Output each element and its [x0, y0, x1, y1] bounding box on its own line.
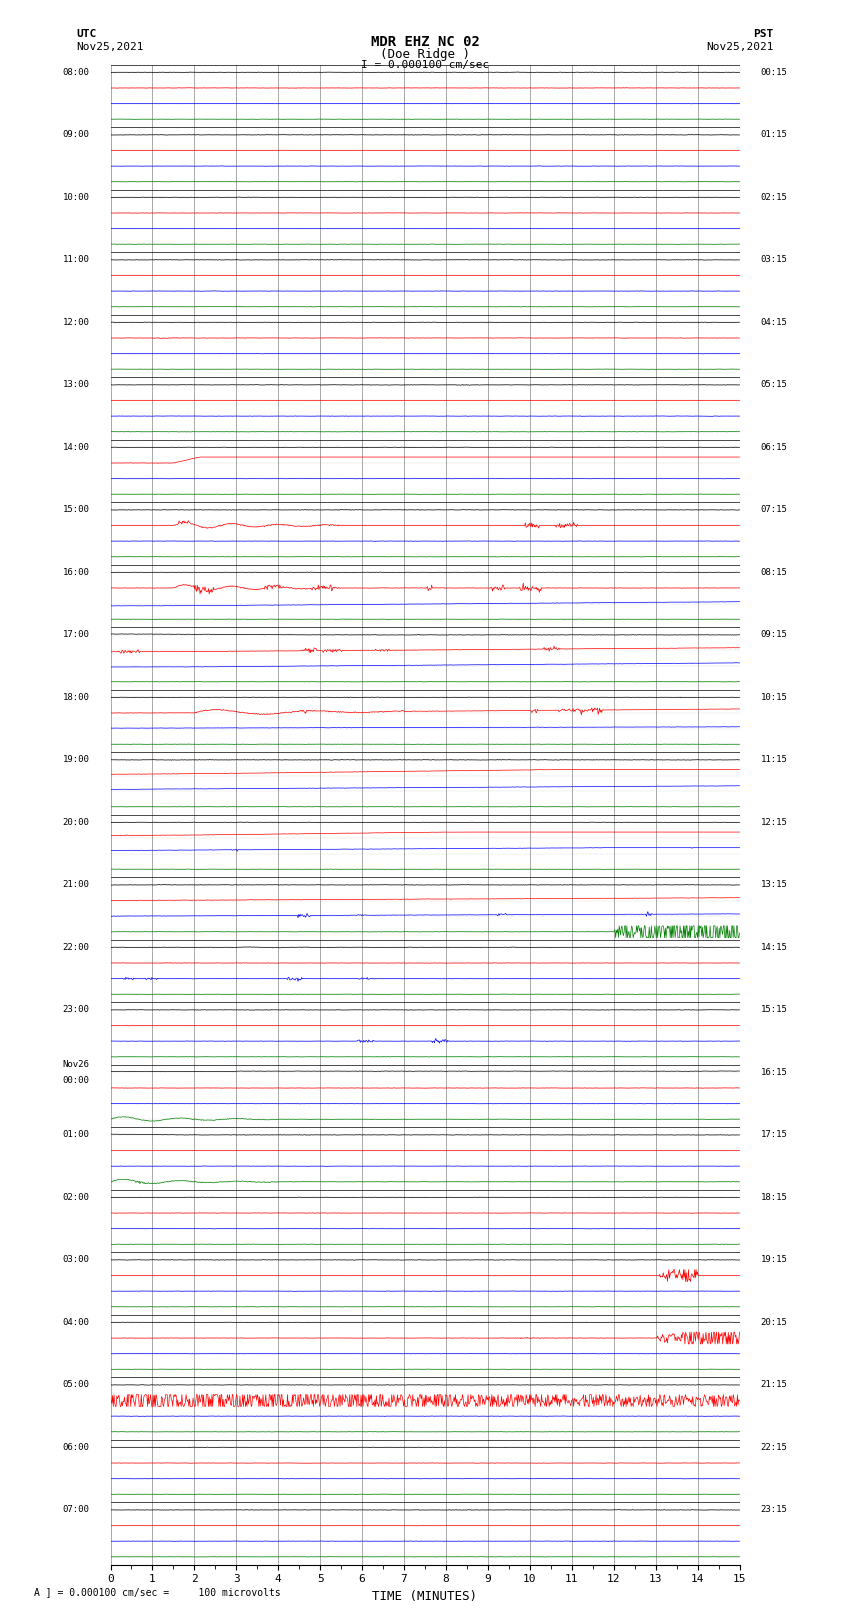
Text: 15:00: 15:00 [63, 505, 89, 515]
Text: 08:00: 08:00 [63, 68, 89, 77]
Text: 09:15: 09:15 [761, 631, 787, 639]
Text: 02:00: 02:00 [63, 1194, 89, 1202]
Text: 06:00: 06:00 [63, 1444, 89, 1452]
Text: 21:00: 21:00 [63, 881, 89, 889]
Text: 19:15: 19:15 [761, 1255, 787, 1265]
Text: 16:00: 16:00 [63, 568, 89, 577]
Text: 08:15: 08:15 [761, 568, 787, 577]
Text: 04:00: 04:00 [63, 1318, 89, 1327]
Text: Nov25,2021: Nov25,2021 [706, 42, 774, 52]
Text: 19:00: 19:00 [63, 755, 89, 765]
X-axis label: TIME (MINUTES): TIME (MINUTES) [372, 1590, 478, 1603]
Text: 13:00: 13:00 [63, 381, 89, 389]
Text: 17:15: 17:15 [761, 1131, 787, 1139]
Text: 18:00: 18:00 [63, 694, 89, 702]
Text: 20:00: 20:00 [63, 818, 89, 827]
Text: I = 0.000100 cm/sec: I = 0.000100 cm/sec [361, 60, 489, 69]
Text: 17:00: 17:00 [63, 631, 89, 639]
Text: 21:15: 21:15 [761, 1381, 787, 1389]
Text: 00:00: 00:00 [63, 1076, 89, 1084]
Text: 18:15: 18:15 [761, 1194, 787, 1202]
Text: 03:15: 03:15 [761, 255, 787, 265]
Text: UTC: UTC [76, 29, 97, 39]
Text: 22:15: 22:15 [761, 1444, 787, 1452]
Text: 01:00: 01:00 [63, 1131, 89, 1139]
Text: 12:00: 12:00 [63, 318, 89, 327]
Text: PST: PST [753, 29, 774, 39]
Text: 23:15: 23:15 [761, 1505, 787, 1515]
Text: 13:15: 13:15 [761, 881, 787, 889]
Text: Nov26: Nov26 [63, 1060, 89, 1069]
Text: 11:15: 11:15 [761, 755, 787, 765]
Text: 20:15: 20:15 [761, 1318, 787, 1327]
Text: 16:15: 16:15 [761, 1068, 787, 1077]
Text: 10:15: 10:15 [761, 694, 787, 702]
Text: 07:15: 07:15 [761, 505, 787, 515]
Text: 03:00: 03:00 [63, 1255, 89, 1265]
Text: 05:00: 05:00 [63, 1381, 89, 1389]
Text: Nov25,2021: Nov25,2021 [76, 42, 144, 52]
Text: 01:15: 01:15 [761, 131, 787, 139]
Text: (Doe Ridge ): (Doe Ridge ) [380, 48, 470, 61]
Text: 15:15: 15:15 [761, 1005, 787, 1015]
Text: 06:15: 06:15 [761, 444, 787, 452]
Text: 14:00: 14:00 [63, 444, 89, 452]
Text: 05:15: 05:15 [761, 381, 787, 389]
Text: 12:15: 12:15 [761, 818, 787, 827]
Text: 11:00: 11:00 [63, 255, 89, 265]
Text: MDR EHZ NC 02: MDR EHZ NC 02 [371, 35, 479, 50]
Text: 00:15: 00:15 [761, 68, 787, 77]
Text: 07:00: 07:00 [63, 1505, 89, 1515]
Text: 14:15: 14:15 [761, 944, 787, 952]
Text: 22:00: 22:00 [63, 944, 89, 952]
Text: 04:15: 04:15 [761, 318, 787, 327]
Text: 09:00: 09:00 [63, 131, 89, 139]
Text: A ] = 0.000100 cm/sec =     100 microvolts: A ] = 0.000100 cm/sec = 100 microvolts [34, 1587, 280, 1597]
Text: 10:00: 10:00 [63, 194, 89, 202]
Text: 23:00: 23:00 [63, 1005, 89, 1015]
Text: 02:15: 02:15 [761, 194, 787, 202]
